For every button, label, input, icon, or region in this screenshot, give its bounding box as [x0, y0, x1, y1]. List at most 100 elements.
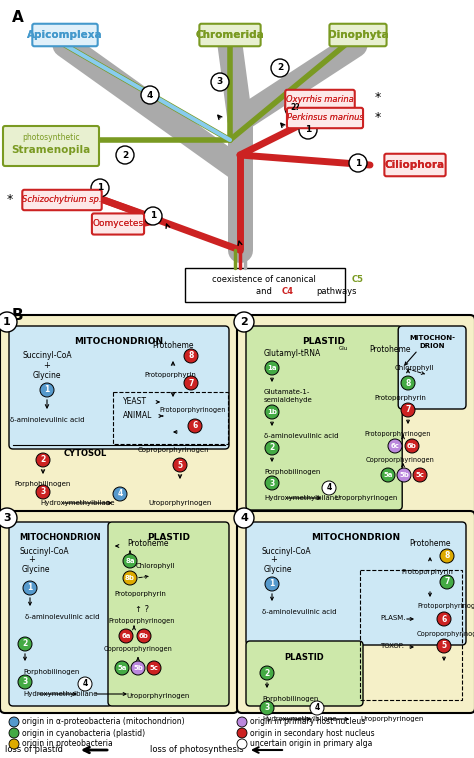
- Text: 1: 1: [3, 317, 11, 327]
- Text: *: *: [375, 111, 381, 124]
- Text: coexistence of canonical: coexistence of canonical: [212, 275, 318, 284]
- Text: Coproporphyrinogen: Coproporphyrinogen: [137, 447, 209, 453]
- Text: MITOCHONDRION: MITOCHONDRION: [311, 534, 401, 543]
- Circle shape: [116, 146, 134, 164]
- Circle shape: [40, 383, 54, 397]
- Text: 7: 7: [188, 378, 194, 387]
- Text: origin in secondary host nucleus: origin in secondary host nucleus: [250, 728, 374, 738]
- Circle shape: [211, 73, 229, 91]
- Text: 1: 1: [45, 386, 50, 394]
- Circle shape: [9, 717, 19, 727]
- FancyBboxPatch shape: [398, 326, 466, 409]
- Text: Protoheme: Protoheme: [152, 342, 194, 350]
- Circle shape: [18, 675, 32, 689]
- FancyBboxPatch shape: [237, 315, 474, 517]
- Text: 4: 4: [327, 484, 332, 493]
- Text: Protoheme: Protoheme: [369, 346, 411, 355]
- Circle shape: [299, 121, 317, 139]
- Text: 4: 4: [240, 513, 248, 523]
- Text: Protoporphyrinogen: Protoporphyrinogen: [109, 618, 175, 624]
- Text: 1: 1: [27, 584, 33, 593]
- Text: Perkinsus marinus: Perkinsus marinus: [287, 114, 364, 123]
- Text: 2: 2: [122, 151, 128, 159]
- Circle shape: [123, 571, 137, 585]
- Circle shape: [18, 637, 32, 651]
- Text: Glutamyl-tRNA: Glutamyl-tRNA: [264, 349, 321, 358]
- Text: Protoheme: Protoheme: [127, 540, 169, 549]
- Text: ANIMAL: ANIMAL: [123, 412, 152, 421]
- Text: Succinyl-CoA: Succinyl-CoA: [20, 547, 70, 556]
- Circle shape: [23, 581, 37, 595]
- Circle shape: [131, 661, 145, 675]
- Text: CYTOSOL: CYTOSOL: [64, 449, 107, 458]
- Text: 6b: 6b: [407, 443, 417, 449]
- FancyBboxPatch shape: [9, 522, 112, 706]
- Text: +: +: [28, 556, 36, 565]
- Text: Hydroxymethylbilane: Hydroxymethylbilane: [264, 495, 338, 501]
- Text: Coproporphyrinogen: Coproporphyrinogen: [365, 457, 435, 463]
- Text: C4: C4: [282, 287, 294, 296]
- Text: Glycine: Glycine: [22, 565, 51, 574]
- Text: Dinophyta: Dinophyta: [328, 30, 388, 40]
- FancyBboxPatch shape: [32, 23, 98, 46]
- Text: Coproporphyrinogen: Coproporphyrinogen: [103, 646, 173, 652]
- Text: +: +: [271, 556, 277, 565]
- Text: origin in primary host nucleus: origin in primary host nucleus: [250, 718, 365, 726]
- Circle shape: [78, 677, 92, 691]
- Text: 1a: 1a: [267, 365, 277, 371]
- Text: 5: 5: [177, 461, 182, 469]
- Circle shape: [349, 154, 367, 172]
- Text: MITOCHONDRION: MITOCHONDRION: [20, 534, 101, 543]
- Text: 4: 4: [118, 490, 123, 499]
- Text: uncertain origin in primary alga: uncertain origin in primary alga: [250, 740, 373, 748]
- Text: MITOCHON-
DRION: MITOCHON- DRION: [409, 336, 455, 349]
- Text: Glycine: Glycine: [33, 371, 61, 380]
- Text: 5a: 5a: [117, 665, 127, 671]
- Text: 2: 2: [240, 317, 248, 327]
- Text: Protoporphyrin: Protoporphyrin: [114, 591, 166, 597]
- FancyBboxPatch shape: [108, 522, 229, 706]
- Bar: [185, 268, 345, 302]
- Circle shape: [237, 739, 247, 749]
- Circle shape: [173, 458, 187, 472]
- Text: 3: 3: [22, 678, 27, 687]
- Text: loss of plastid: loss of plastid: [5, 746, 63, 754]
- FancyBboxPatch shape: [200, 23, 261, 46]
- Text: Oxyrrhis marina: Oxyrrhis marina: [286, 96, 354, 105]
- Text: Chromerida: Chromerida: [196, 30, 264, 40]
- Circle shape: [0, 508, 17, 528]
- Circle shape: [234, 508, 254, 528]
- Circle shape: [405, 439, 419, 453]
- Circle shape: [437, 639, 451, 653]
- Text: origin in α-proteobacteria (mitochondrion): origin in α-proteobacteria (mitochondrio…: [22, 718, 185, 726]
- FancyBboxPatch shape: [246, 641, 363, 706]
- Text: 7: 7: [444, 578, 450, 587]
- Text: loss of photosynthesis: loss of photosynthesis: [150, 746, 244, 754]
- FancyBboxPatch shape: [246, 522, 466, 645]
- Circle shape: [119, 629, 133, 643]
- FancyBboxPatch shape: [3, 126, 99, 166]
- Text: 8: 8: [188, 352, 194, 361]
- Text: 1: 1: [150, 211, 156, 221]
- Text: 6: 6: [441, 615, 447, 624]
- Circle shape: [137, 629, 151, 643]
- Text: 8b: 8b: [125, 575, 135, 581]
- Text: Stramenopila: Stramenopila: [11, 145, 91, 155]
- Text: Protoheme: Protoheme: [409, 540, 451, 549]
- Bar: [360, 570, 462, 700]
- Text: 2: 2: [269, 443, 274, 453]
- Circle shape: [401, 376, 415, 390]
- Text: YEAST: YEAST: [123, 397, 147, 406]
- Circle shape: [265, 361, 279, 375]
- Circle shape: [260, 666, 274, 680]
- Text: semialdehyde: semialdehyde: [264, 397, 313, 403]
- Text: pathways: pathways: [316, 287, 356, 296]
- Circle shape: [36, 485, 50, 499]
- Text: Succinyl-CoA: Succinyl-CoA: [22, 350, 72, 359]
- Text: 3: 3: [217, 77, 223, 86]
- Circle shape: [91, 179, 109, 197]
- Text: Uroporphyrinogen: Uroporphyrinogen: [360, 716, 423, 722]
- Circle shape: [184, 349, 198, 363]
- FancyBboxPatch shape: [0, 315, 238, 517]
- FancyBboxPatch shape: [287, 108, 363, 128]
